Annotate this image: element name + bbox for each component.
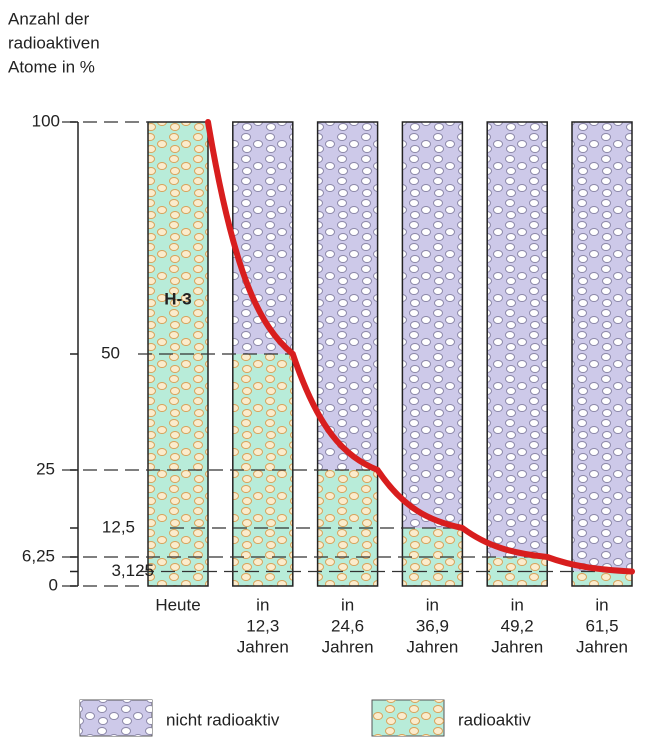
x-tick-label: in bbox=[256, 595, 269, 614]
x-tick-label: in bbox=[595, 595, 608, 614]
legend-label: nicht radioaktiv bbox=[166, 710, 280, 729]
title-line: Atome in % bbox=[8, 57, 95, 76]
bar-segment bbox=[402, 122, 463, 528]
bar-segment bbox=[148, 122, 208, 586]
x-tick-label: 49,2 bbox=[501, 616, 534, 635]
y-tick-label: 25 bbox=[36, 459, 55, 478]
x-tick-label: 12,3 bbox=[246, 616, 279, 635]
y-tick-label: 3,125 bbox=[111, 561, 154, 580]
x-tick-label: Jahren bbox=[576, 637, 628, 656]
bar-outline bbox=[316, 121, 379, 587]
y-tick-label: 0 bbox=[49, 575, 58, 594]
bar-segment bbox=[487, 122, 548, 557]
x-tick-label: Jahren bbox=[322, 637, 374, 656]
x-tick-label: Jahren bbox=[237, 637, 289, 656]
x-tick-label: in bbox=[426, 595, 439, 614]
x-tick-label: 36,9 bbox=[416, 616, 449, 635]
legend-label: radioaktiv bbox=[458, 710, 531, 729]
y-tick-label: 100 bbox=[32, 111, 60, 130]
x-tick-label: Jahren bbox=[491, 637, 543, 656]
decay-curve bbox=[205, 119, 635, 575]
title-line: radioaktiven bbox=[8, 33, 100, 52]
bar-outline bbox=[401, 121, 464, 587]
x-tick-label: in bbox=[511, 595, 524, 614]
bar-outline bbox=[571, 121, 633, 587]
y-tick-label: 50 bbox=[101, 343, 120, 362]
legend-texture bbox=[372, 700, 444, 736]
x-tick-label: Heute bbox=[155, 595, 200, 614]
y-tick-label: 6,25 bbox=[22, 546, 55, 565]
x-tick-label: 24,6 bbox=[331, 616, 364, 635]
bar-segment bbox=[317, 122, 378, 470]
title-line: Anzahl der bbox=[8, 9, 90, 28]
y-tick-label: 12,5 bbox=[102, 517, 135, 536]
x-tick-label: 61,5 bbox=[585, 616, 618, 635]
bar-segment bbox=[572, 122, 632, 572]
annotation: H-3 bbox=[164, 289, 191, 308]
bar-segment bbox=[487, 557, 548, 586]
legend-texture bbox=[80, 700, 152, 736]
bar-outline bbox=[486, 121, 548, 587]
x-tick-label: Jahren bbox=[406, 637, 458, 656]
x-tick-label: in bbox=[341, 595, 354, 614]
